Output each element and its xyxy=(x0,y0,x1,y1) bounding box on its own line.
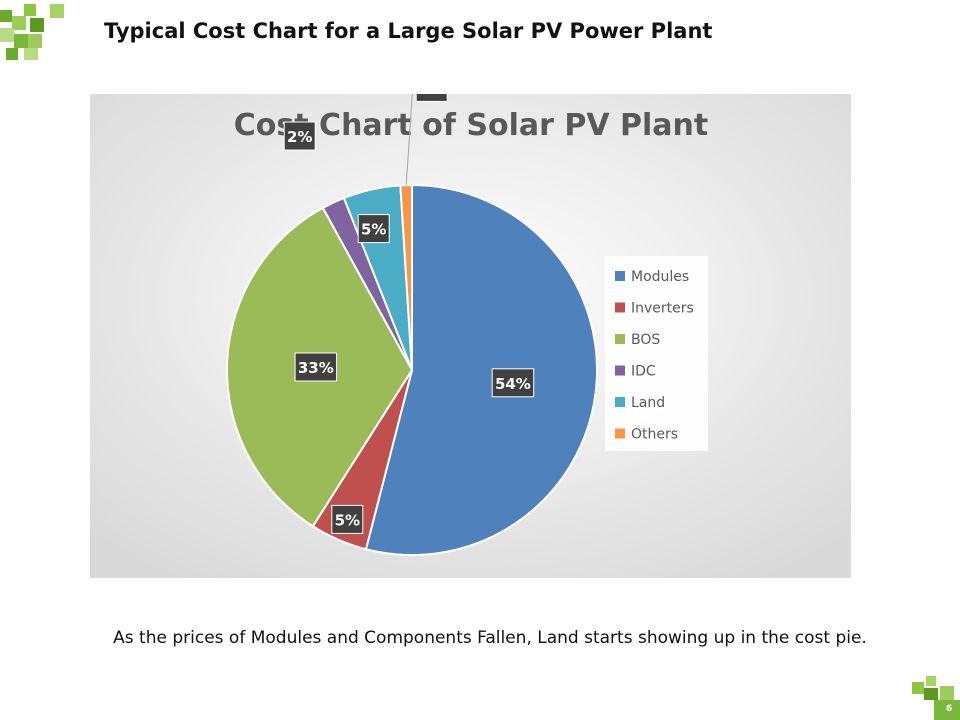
slide-title: Typical Cost Chart for a Large Solar PV … xyxy=(104,19,713,43)
legend-label-idc: IDC xyxy=(631,364,656,380)
pie-chart: Cost Chart of Solar PV Plant 54% 5% 33% 2% 5… xyxy=(90,94,851,578)
pie-slices xyxy=(226,183,598,556)
data-label-bos: 33% xyxy=(298,359,334,377)
pie-slice-modules xyxy=(364,183,598,556)
data-label-land: 5% xyxy=(361,221,386,239)
legend-box xyxy=(605,256,708,451)
legend-swatch-others xyxy=(615,428,625,439)
legend: Modules Inverters BOS IDC Land Others xyxy=(605,256,708,451)
data-label-modules: 54% xyxy=(495,375,531,393)
data-label-box-others xyxy=(415,94,448,102)
data-label-box-inverters xyxy=(331,504,364,534)
data-label-others: 1% xyxy=(419,94,444,97)
data-label-box-bos xyxy=(294,352,338,382)
data-label-inverters: 5% xyxy=(335,511,360,529)
data-label-idc: 2% xyxy=(287,128,312,146)
legend-label-modules: Modules xyxy=(631,269,689,285)
legend-swatch-bos xyxy=(615,334,625,344)
legend-swatch-land xyxy=(615,397,625,407)
data-label-box-idc xyxy=(283,121,316,151)
legend-swatch-idc xyxy=(615,365,625,376)
legend-label-inverters: Inverters xyxy=(631,301,694,317)
data-label-box-land xyxy=(357,214,390,244)
legend-label-bos: BOS xyxy=(631,332,660,348)
slide-caption: As the prices of Modules and Components … xyxy=(113,628,867,648)
page-number: 6 xyxy=(946,704,953,714)
corner-decoration xyxy=(0,4,64,60)
legend-swatch-modules xyxy=(615,271,625,281)
legend-swatch-inverters xyxy=(615,302,625,313)
legend-label-others: Others xyxy=(631,427,678,443)
data-label-box-modules xyxy=(491,368,535,398)
leader-lines xyxy=(405,94,414,186)
corner-decoration-bottom xyxy=(912,676,960,720)
legend-label-land: Land xyxy=(631,395,665,411)
leader-line-others xyxy=(405,94,414,186)
data-labels: 54% 5% 33% 2% 5% 1% xyxy=(283,94,535,534)
